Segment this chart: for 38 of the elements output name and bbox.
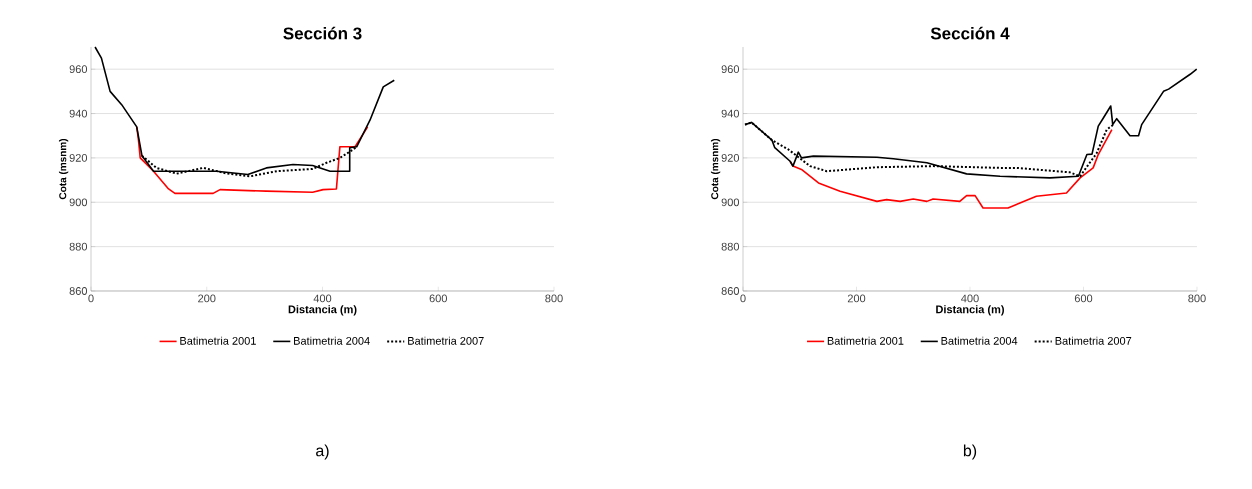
x-tick-label: 200: [198, 294, 216, 303]
chart-title: Sección 4: [930, 26, 1010, 40]
x-axis-title: Distancia (m): [936, 305, 1004, 316]
x-tick-label: 200: [847, 294, 866, 303]
legend-label: Batimetria 2004: [294, 336, 370, 345]
x-axis-title: Distancia (m): [288, 305, 357, 316]
y-tick-label: 860: [721, 287, 740, 295]
line-series: [94, 46, 396, 176]
y-tick-label: 920: [69, 154, 88, 162]
x-tick-label: 600: [429, 294, 447, 303]
x-tick-label: 800: [545, 294, 563, 303]
y-tick-label: 860: [69, 287, 88, 295]
y-axis-title: Cota (msnm): [710, 138, 721, 200]
x-tick-label: 400: [313, 294, 332, 303]
legend-label: Batimetria 2007: [408, 336, 484, 345]
y-tick-label: 900: [69, 198, 88, 207]
y-tick-label: 940: [721, 109, 740, 118]
legend-label: Batimetria 2001: [180, 336, 256, 345]
text: a): [316, 444, 329, 460]
text: b): [963, 444, 977, 460]
y-tick-label: 920: [721, 154, 740, 162]
x-tick-label: 600: [1074, 294, 1093, 303]
y-tick-label: 940: [69, 109, 88, 118]
y-tick-label: 960: [721, 65, 740, 74]
x-tick-label: 0: [88, 294, 94, 303]
y-tick-label: 880: [721, 242, 740, 251]
x-tick-label: 800: [1188, 294, 1206, 303]
line-series: [135, 126, 369, 195]
legend-label: Batimetria 2001: [827, 336, 904, 345]
legend-label: Batimetria 2007: [1055, 336, 1132, 345]
y-tick-label: 960: [69, 65, 88, 74]
legend-label: Batimetria 2004: [941, 336, 1018, 345]
chart-title: Sección 3: [283, 26, 362, 40]
x-tick-label: 0: [740, 294, 746, 303]
y-tick-label: 880: [69, 242, 88, 251]
y-tick-label: 900: [721, 198, 740, 207]
x-tick-label: 400: [961, 294, 979, 303]
y-axis-title: Cota (msnm): [58, 138, 69, 200]
